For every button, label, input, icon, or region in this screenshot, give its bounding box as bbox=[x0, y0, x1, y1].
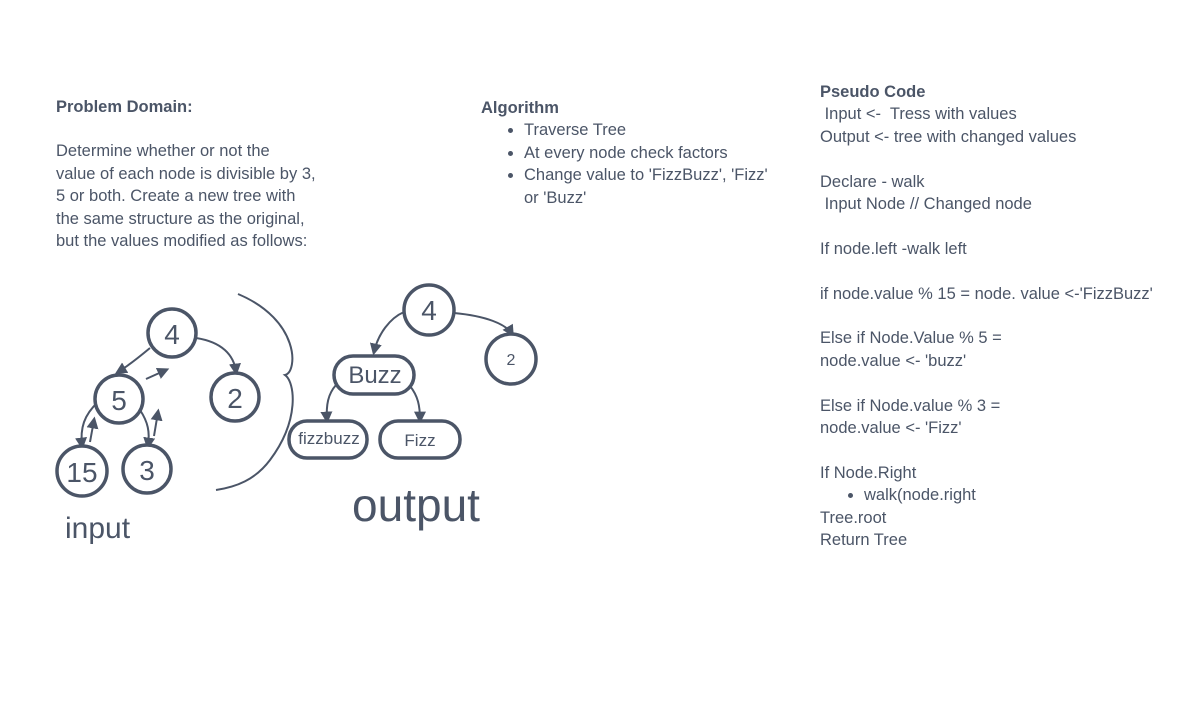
edge-5-to-3 bbox=[139, 409, 156, 450]
problem-domain: Problem Domain: Determine whether or not… bbox=[56, 96, 346, 252]
edge-buzz-to-fizz bbox=[409, 385, 426, 424]
problem-line: 5 or both. Create a new tree with bbox=[56, 187, 296, 206]
output-tree: 4 Buzz 2 fizzbuzz Fizz output bbox=[287, 283, 538, 531]
edge-4-to-2 bbox=[453, 312, 514, 338]
tree-node bbox=[146, 307, 198, 359]
problem-line: but the values modified as follows: bbox=[56, 232, 308, 251]
pseudo-line: Output <- tree with changed values bbox=[820, 127, 1077, 146]
walk-up-arrow bbox=[150, 408, 163, 437]
tree-node bbox=[93, 373, 145, 425]
input-tree: 4 5 2 15 3 input bbox=[55, 307, 261, 545]
pseudo-heading: Pseudo Code bbox=[820, 83, 926, 101]
node-label: 4 bbox=[421, 295, 437, 326]
pseudo-line: Tree.root bbox=[820, 508, 887, 527]
pseudo-line: node.value <- 'Fizz' bbox=[820, 419, 962, 438]
pseudo-line: Declare - walk bbox=[820, 172, 925, 191]
edge-4-to-5 bbox=[114, 347, 151, 374]
tree-node bbox=[121, 443, 173, 495]
pseudo-line: Input <- Tress with values bbox=[820, 105, 1017, 124]
algorithm: Algorithm Traverse Tree At every node ch… bbox=[481, 97, 771, 209]
node-label: 4 bbox=[164, 319, 180, 350]
problem-line: value of each node is divisible by 3, bbox=[56, 164, 316, 183]
pseudo-line: Else if Node.Value % 5 = bbox=[820, 329, 1002, 348]
node-label: Buzz bbox=[348, 362, 401, 389]
pseudo-bullet: walk(node.right bbox=[864, 484, 1190, 506]
algorithm-step: Traverse Tree bbox=[524, 119, 771, 141]
tree-node bbox=[209, 371, 261, 423]
transform-bracket bbox=[215, 293, 294, 491]
node-label: Fizz bbox=[404, 431, 435, 450]
algorithm-heading: Algorithm bbox=[481, 99, 559, 117]
pseudo-line: If Node.Right bbox=[820, 463, 917, 482]
node-label: 15 bbox=[66, 457, 97, 488]
pseudo-line: Return Tree bbox=[820, 531, 908, 550]
algorithm-step: Change value to 'FizzBuzz', 'Fizz' or 'B… bbox=[524, 164, 771, 209]
pseudo-line: Else if Node.value % 3 = bbox=[820, 396, 1001, 415]
tree-node bbox=[402, 283, 456, 337]
node-label: 2 bbox=[227, 383, 243, 414]
tree-node bbox=[484, 332, 538, 386]
walk-up-arrow bbox=[145, 367, 170, 380]
node-label: 5 bbox=[111, 385, 127, 416]
tree-node bbox=[287, 419, 369, 460]
node-label: 3 bbox=[139, 455, 155, 486]
input-label: input bbox=[65, 512, 131, 545]
pseudo-code: Pseudo Code Input <- Tress with values O… bbox=[820, 81, 1190, 551]
tree-node bbox=[55, 444, 109, 498]
problem-line: the same structure as the original, bbox=[56, 209, 305, 228]
edge-4-to-buzz bbox=[369, 311, 405, 356]
node-label: 2 bbox=[507, 352, 516, 369]
algorithm-step: At every node check factors bbox=[524, 142, 771, 164]
pseudo-line: If node.left -walk left bbox=[820, 239, 967, 258]
walk-up-arrow bbox=[86, 416, 99, 443]
pseudo-line: node.value <- 'buzz' bbox=[820, 351, 967, 370]
problem-line: Determine whether or not the bbox=[56, 142, 270, 161]
tree-node bbox=[332, 354, 416, 396]
edge-buzz-to-fizzbuzz bbox=[320, 384, 337, 424]
pseudo-bullet-list: walk(node.right bbox=[820, 484, 1190, 506]
pseudo-line: Input Node // Changed node bbox=[820, 195, 1032, 214]
algorithm-list: Traverse Tree At every node check factor… bbox=[481, 119, 771, 209]
problem-heading: Problem Domain: bbox=[56, 98, 193, 116]
tree-node bbox=[378, 419, 462, 460]
edge-4-to-2 bbox=[195, 337, 241, 376]
node-label: fizzbuzz bbox=[298, 429, 359, 448]
pseudo-line: if node.value % 15 = node. value <-'Fizz… bbox=[820, 284, 1153, 303]
output-label: output bbox=[352, 479, 480, 531]
problem-body: Determine whether or not the value of ea… bbox=[56, 140, 346, 252]
